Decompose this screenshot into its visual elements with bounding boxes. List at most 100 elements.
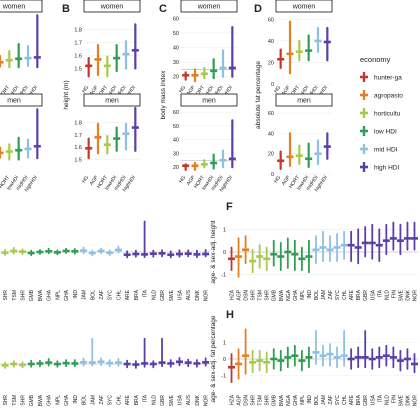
x-category-label: HG (273, 85, 282, 95)
x-category-label: SHR (251, 290, 257, 301)
y-tick-label: 50 (173, 31, 179, 37)
facet-strip-label: men (105, 98, 119, 105)
legend-label: mid HDI (374, 147, 398, 154)
x-category-label: BOL (314, 395, 320, 405)
legend-title: economy (360, 55, 391, 64)
x-category-label: AGP (186, 84, 197, 97)
x-category-label: SWE (169, 289, 175, 301)
x-category-label: TSM (12, 290, 18, 301)
legend-label: high HDI (374, 165, 399, 172)
x-category-label: ZAF (328, 290, 334, 299)
x-category-label: BOL (314, 290, 320, 300)
x-category-label: NOR (412, 395, 418, 407)
x-category-label: SYC (108, 395, 114, 406)
x-category-label: FIN (391, 290, 397, 298)
legend-label: horticultu (374, 111, 401, 118)
x-category-label: BWA (38, 289, 44, 301)
x-category-label: FIN (391, 395, 397, 403)
x-category-label: SHR (265, 290, 271, 301)
x-category-label: NPL (55, 395, 61, 405)
facet-strip-label: women (292, 4, 316, 11)
x-category-label: NOR (204, 290, 210, 302)
x-category-label: IND (307, 395, 313, 404)
facet-strip (275, 0, 333, 13)
x-category-label: CHL (116, 395, 122, 405)
legend-label: hunter-ga (374, 75, 402, 82)
panel-c: Cwomen2030405060HGAGPHORTlowHDImidHDIhig… (159, 0, 238, 193)
x-category-label: SYC (108, 290, 114, 301)
y-axis-title: height (m) (63, 80, 70, 109)
x-category-label: BWA (279, 289, 285, 301)
legend-label: low HDI (374, 129, 397, 136)
y-tick-label: 1.7 (74, 133, 82, 139)
panel-g: DSNSHRTSMSHRGMBBWAGHANPLGHAINDBOLJAMZAFS… (0, 337, 210, 406)
x-category-label: ZAF (328, 395, 334, 404)
x-category-label: AGP (89, 84, 100, 97)
panel-d: Dwomen0204060HGAGPHORTlowHDImidHDIhighHD… (254, 0, 333, 193)
x-category-label: DNK (405, 394, 411, 405)
facet-strip (0, 93, 43, 107)
x-category-label: DNK (195, 289, 201, 300)
x-category-label: AUS (186, 394, 192, 405)
y-axis-title: age- & sex-adj. fat percentage (210, 315, 217, 402)
facet-strip-label: women (100, 4, 124, 11)
facet-strip-label: men (202, 98, 216, 105)
x-category-label: NLD (151, 290, 157, 300)
facet-strip (180, 0, 238, 13)
y-tick-label: 50 (173, 124, 179, 130)
y-axis-title: age- & sex-adj. height (210, 220, 217, 283)
y-tick-label: 1.6 (74, 145, 82, 151)
x-category-label: NLD (384, 290, 390, 300)
facet-strip (83, 93, 141, 107)
panel-letter-h: H (226, 309, 234, 321)
y-tick-label: 20 (268, 60, 274, 66)
y-tick-label: 0 (271, 82, 274, 88)
x-category-label: GHA (293, 394, 299, 406)
x-category-label: HORT (0, 175, 11, 190)
x-category-label: JAM (321, 395, 327, 405)
x-category-label: GHA (64, 289, 70, 301)
x-category-label: BWA (38, 394, 44, 406)
x-category-label: BOL (82, 395, 88, 405)
y-tick-label: 1.5 (74, 66, 82, 72)
x-category-label: BRA (356, 289, 362, 300)
x-category-label: CHL (342, 290, 348, 300)
y-tick-label: 60 (173, 16, 179, 22)
y-tick-label: 40 (268, 131, 274, 137)
x-category-label: HZA (230, 289, 236, 300)
x-category-label: ZAF (99, 395, 105, 404)
y-tick-label: 1 (223, 341, 226, 347)
y-tick-label: 1.7 (74, 41, 82, 47)
x-category-label: USA (370, 394, 376, 405)
y-tick-label: 20 (173, 75, 179, 81)
y-tick-label: 30 (173, 60, 179, 66)
x-category-label: GHA (47, 394, 53, 406)
panel-letter-b: B (62, 3, 70, 15)
x-category-label: JAM (90, 395, 96, 405)
panel-letter-f: F (226, 201, 233, 213)
x-category-label: USA (177, 394, 183, 405)
x-category-label: GHA (64, 394, 70, 406)
x-category-label: GHA (47, 289, 53, 301)
y-tick-label: -1 (221, 273, 226, 279)
x-category-label: GMB (29, 394, 35, 406)
y-tick-label: 0 (223, 357, 226, 363)
y-tick-label: 1 (223, 227, 226, 233)
x-category-label: HG (178, 175, 187, 185)
x-category-label: ARE (349, 394, 355, 405)
x-category-label: ITA (143, 289, 149, 297)
x-category-label: AGP (281, 84, 292, 97)
panel-b: Bwomen1.51.61.71.8HGAGPHORTlowHDImidHDIh… (62, 0, 141, 193)
x-category-label: NPL (55, 290, 61, 300)
x-category-label: USA (370, 289, 376, 300)
x-category-label: ARE (125, 289, 131, 300)
x-category-label: NLD (384, 395, 390, 405)
x-category-label: NOR (412, 290, 418, 302)
x-category-label: GBR (363, 290, 369, 301)
x-category-label: ITA (377, 394, 383, 402)
x-category-label: BRA (134, 289, 140, 300)
panels-layer: womenGPHORTlowHDImidHDIhighHDImenGPHORTl… (0, 0, 418, 406)
x-category-label: GMB (272, 289, 278, 301)
x-category-label: SHR (265, 395, 271, 406)
panel-a: womenGPHORTlowHDImidHDIhighHDImenGPHORTl… (0, 0, 43, 193)
